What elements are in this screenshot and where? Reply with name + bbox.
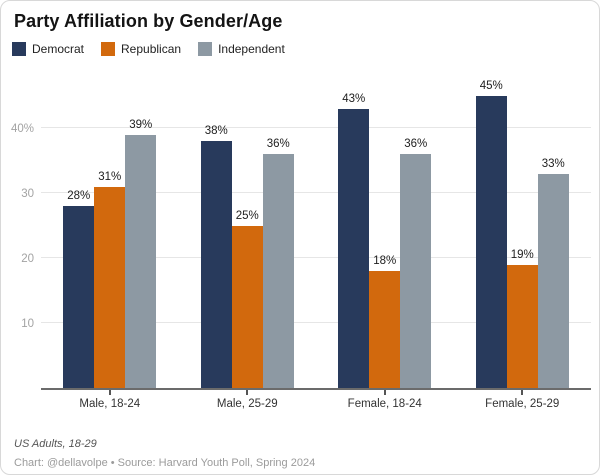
bar: 45%: [475, 80, 507, 388]
legend: Democrat Republican Independent: [12, 42, 599, 56]
legend-swatch: [12, 42, 26, 56]
bar: 39%: [125, 119, 157, 388]
bar-group: 28% 31% 39%: [63, 95, 157, 388]
x-tick-label: Female, 18-24: [347, 398, 422, 410]
bar-value-label: 39%: [129, 118, 153, 131]
chart-title: Party Affiliation by Gender/Age: [14, 11, 283, 31]
gridline: [41, 322, 591, 323]
bar-value-label: 33%: [541, 157, 565, 170]
x-tick: [521, 390, 524, 395]
bar-value-label: 36%: [266, 138, 290, 150]
legend-label: Democrat: [32, 42, 85, 56]
bar-group: 45% 19% 33%: [475, 80, 569, 388]
bar-value-label: 45%: [479, 79, 503, 92]
bar-value-label: 25%: [235, 209, 259, 222]
chart-area: 10 20 30 40% 28% 31% 39% Male, 18-24 38% 25% 36% Ma…: [1, 80, 599, 433]
legend-swatch: [101, 42, 116, 56]
plot-area: 10 20 30 40% 28% 31% 39% Male, 18-24 38% 25% 36% Ma…: [11, 80, 591, 410]
bar: 36%: [262, 138, 294, 388]
bar: 19%: [506, 249, 538, 388]
footer-note: US Adults, 18-29: [14, 438, 97, 450]
legend-label: Independent: [218, 42, 285, 56]
bar-value-label: 31%: [98, 170, 122, 183]
x-tick-label: Male, 25-29: [216, 398, 278, 410]
bar-value-label: 19%: [510, 248, 534, 261]
bar: 25%: [231, 210, 263, 388]
bar-value-label: 38%: [204, 125, 228, 137]
x-tick: [108, 390, 111, 395]
bar-value-label: 28%: [67, 190, 91, 202]
bar: 38%: [200, 125, 232, 388]
legend-item: Independent: [198, 42, 285, 56]
x-tick-label: Female, 25-29: [485, 398, 560, 410]
bar-group: 43% 18% 36%: [338, 93, 432, 388]
bar: 28%: [63, 190, 95, 388]
legend-label: Republican: [121, 42, 182, 56]
bar-value-label: 36%: [404, 138, 428, 150]
y-tick-label: 40%: [10, 123, 34, 135]
gridline: [41, 192, 591, 193]
y-tick-label: 30: [21, 188, 34, 200]
gridline: [41, 257, 591, 258]
x-tick: [383, 390, 386, 395]
bar: 18%: [369, 255, 401, 388]
x-axis-line: [41, 388, 591, 390]
bar-value-label: 43%: [342, 92, 366, 105]
x-tick: [246, 390, 249, 395]
legend-swatch: [198, 42, 213, 56]
y-tick-label: 20: [21, 253, 34, 265]
chart-footer: US Adults, 18-29 Chart: @dellavolpe • So…: [14, 438, 599, 469]
bar: 31%: [94, 171, 126, 388]
y-tick-label: 10: [21, 318, 34, 330]
bar: 33%: [537, 158, 569, 388]
legend-item: Democrat: [12, 42, 84, 56]
legend-item: Republican: [101, 42, 181, 56]
bar-value-label: 18%: [373, 255, 397, 267]
bar-group: 38% 25% 36%: [200, 95, 294, 388]
gridline: [41, 127, 591, 128]
bar: 36%: [400, 138, 432, 388]
x-tick-label: Male, 18-24: [79, 398, 141, 410]
footer-credit: Chart: @dellavolpe • Source: Harvard You…: [14, 457, 316, 469]
bar: 43%: [338, 93, 370, 388]
